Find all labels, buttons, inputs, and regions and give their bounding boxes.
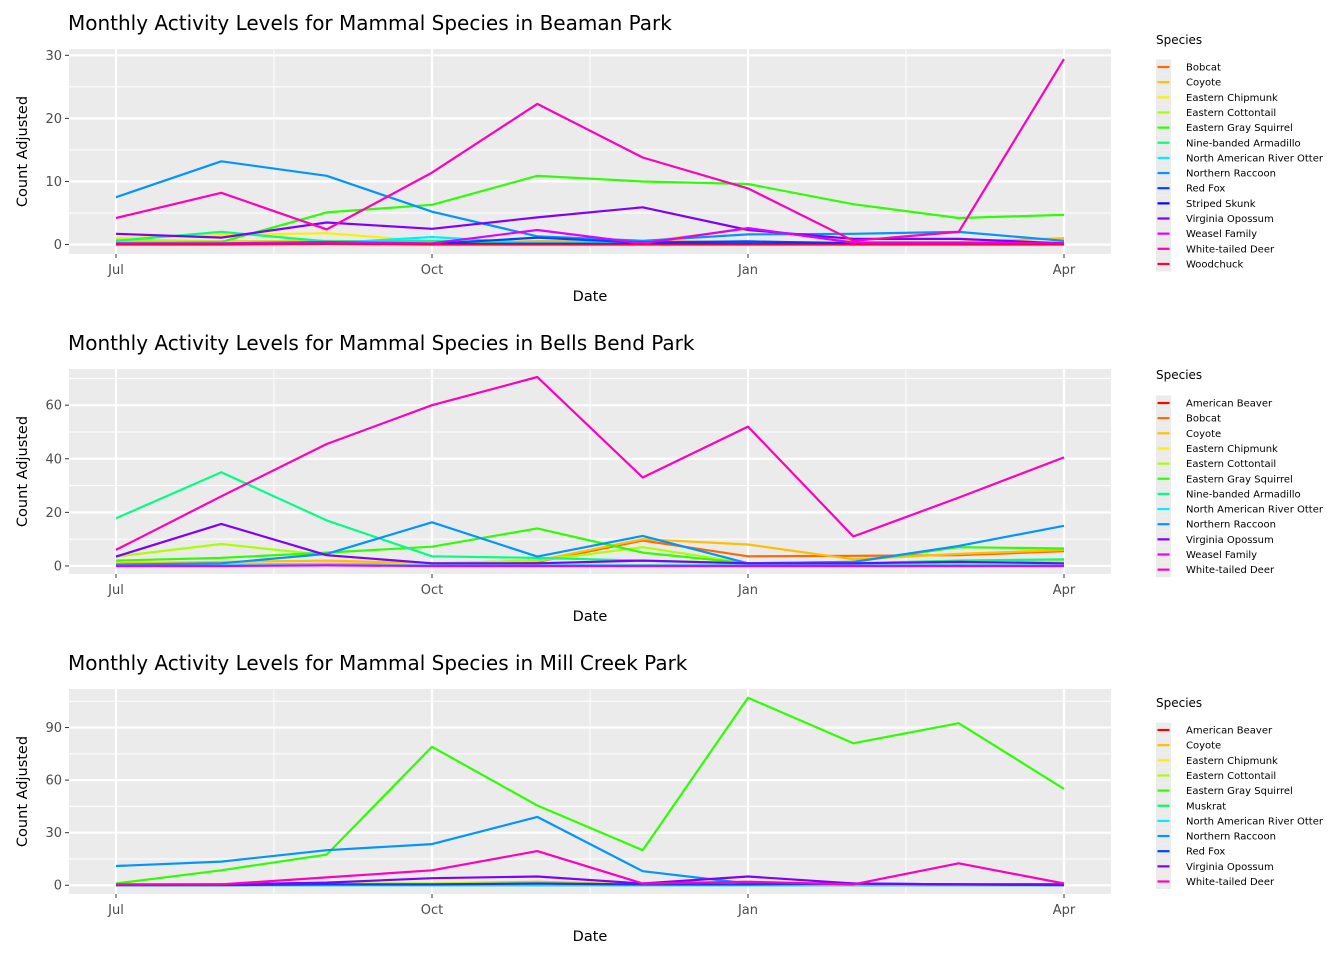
legend-label: North American River Otter xyxy=(1186,153,1324,164)
legend-label: Eastern Cottontail xyxy=(1186,108,1276,119)
legend-label: Virginia Opossum xyxy=(1186,214,1274,225)
legend-label: Nine-banded Armadillo xyxy=(1186,138,1301,149)
y-axis-title: Count Adjusted xyxy=(15,96,31,207)
legend-label: White-tailed Deer xyxy=(1186,565,1275,576)
legend-label: Eastern Chipmunk xyxy=(1186,93,1278,104)
legend-label: North American River Otter xyxy=(1186,505,1324,516)
chart-panel-1: Monthly Activity Levels for Mammal Speci… xyxy=(15,11,1324,305)
chart-title: Monthly Activity Levels for Mammal Speci… xyxy=(68,11,672,35)
legend-label: Eastern Gray Squirrel xyxy=(1186,786,1293,797)
x-tick-label: Apr xyxy=(1053,903,1076,918)
chart-title: Monthly Activity Levels for Mammal Speci… xyxy=(68,331,695,355)
legend: Species American Beaver Coyote Eastern Chip… xyxy=(1156,696,1324,889)
legend-label: Virginia Opossum xyxy=(1186,862,1274,873)
legend-label: Nine-banded Armadillo xyxy=(1186,489,1301,500)
legend-label: North American River Otter xyxy=(1186,816,1324,827)
legend-label: American Beaver xyxy=(1186,726,1273,737)
y-axis-title: Count Adjusted xyxy=(15,736,31,847)
legend-label: Bobcat xyxy=(1186,414,1221,425)
legend-label: Muskrat xyxy=(1186,801,1226,812)
y-axis-title: Count Adjusted xyxy=(15,416,31,527)
legend-label: Woodchuck xyxy=(1186,259,1244,270)
x-tick-label: Apr xyxy=(1053,263,1076,278)
chart-title: Monthly Activity Levels for Mammal Speci… xyxy=(68,651,688,675)
y-tick-label: 0 xyxy=(54,559,62,574)
legend-label: Virginia Opossum xyxy=(1186,535,1274,546)
legend-label: Coyote xyxy=(1186,741,1221,752)
legend-label: Red Fox xyxy=(1186,847,1225,858)
x-axis-title: Date xyxy=(573,609,608,625)
series-line-weasel-family xyxy=(116,565,1064,566)
legend-label: Weasel Family xyxy=(1186,229,1257,240)
legend-label: Eastern Gray Squirrel xyxy=(1186,123,1293,134)
series-line-woodchuck xyxy=(116,244,1064,245)
x-tick-label: Jul xyxy=(107,583,124,598)
x-tick-label: Jul xyxy=(107,903,124,918)
legend-label: Eastern Chipmunk xyxy=(1186,756,1278,767)
y-tick-label: 20 xyxy=(45,506,62,521)
chart-panel-2: Monthly Activity Levels for Mammal Speci… xyxy=(15,331,1324,625)
legend-label: Eastern Gray Squirrel xyxy=(1186,474,1293,485)
x-tick-label: Jan xyxy=(737,583,758,598)
legend-label: Eastern Cottontail xyxy=(1186,771,1276,782)
legend-label: Red Fox xyxy=(1186,184,1225,195)
legend-label: Eastern Cottontail xyxy=(1186,459,1276,470)
legend-label: Northern Raccoon xyxy=(1186,169,1276,180)
legend-label: Northern Raccoon xyxy=(1186,520,1276,531)
legend-label: White-tailed Deer xyxy=(1186,877,1275,888)
legend: Species American Beaver Bobcat Coyote Easter… xyxy=(1156,368,1324,577)
legend-label: Northern Raccoon xyxy=(1186,832,1276,843)
chart-panel-3: Monthly Activity Levels for Mammal Speci… xyxy=(15,651,1324,945)
y-tick-label: 20 xyxy=(45,112,62,127)
legend-title: Species xyxy=(1156,696,1202,710)
x-axis-title: Date xyxy=(573,289,608,305)
x-tick-label: Oct xyxy=(421,583,443,598)
y-tick-label: 30 xyxy=(45,826,62,841)
legend-title: Species xyxy=(1156,33,1202,47)
x-tick-label: Oct xyxy=(421,903,443,918)
legend-label: White-tailed Deer xyxy=(1186,244,1275,255)
legend-label: Coyote xyxy=(1186,429,1221,440)
x-tick-label: Jan xyxy=(737,903,758,918)
y-tick-label: 10 xyxy=(45,175,62,190)
x-axis-title: Date xyxy=(573,929,608,945)
y-tick-label: 90 xyxy=(45,721,62,736)
x-tick-label: Jul xyxy=(107,263,124,278)
y-tick-label: 30 xyxy=(45,49,62,64)
x-tick-label: Apr xyxy=(1053,583,1076,598)
y-tick-label: 60 xyxy=(45,774,62,789)
y-tick-label: 0 xyxy=(54,238,62,253)
legend-label: Weasel Family xyxy=(1186,550,1257,561)
y-tick-label: 60 xyxy=(45,399,62,414)
legend-label: Eastern Chipmunk xyxy=(1186,444,1278,455)
x-tick-label: Jan xyxy=(737,263,758,278)
legend-label: Coyote xyxy=(1186,78,1221,89)
legend: Species Bobcat Coyote Eastern Chipmunk Easte… xyxy=(1156,33,1324,271)
y-tick-label: 40 xyxy=(45,452,62,467)
legend-title: Species xyxy=(1156,368,1202,382)
y-tick-label: 0 xyxy=(54,879,62,894)
legend-label: Bobcat xyxy=(1186,63,1221,74)
legend-label: Striped Skunk xyxy=(1186,199,1256,210)
x-tick-label: Oct xyxy=(421,263,443,278)
legend-label: American Beaver xyxy=(1186,399,1273,410)
